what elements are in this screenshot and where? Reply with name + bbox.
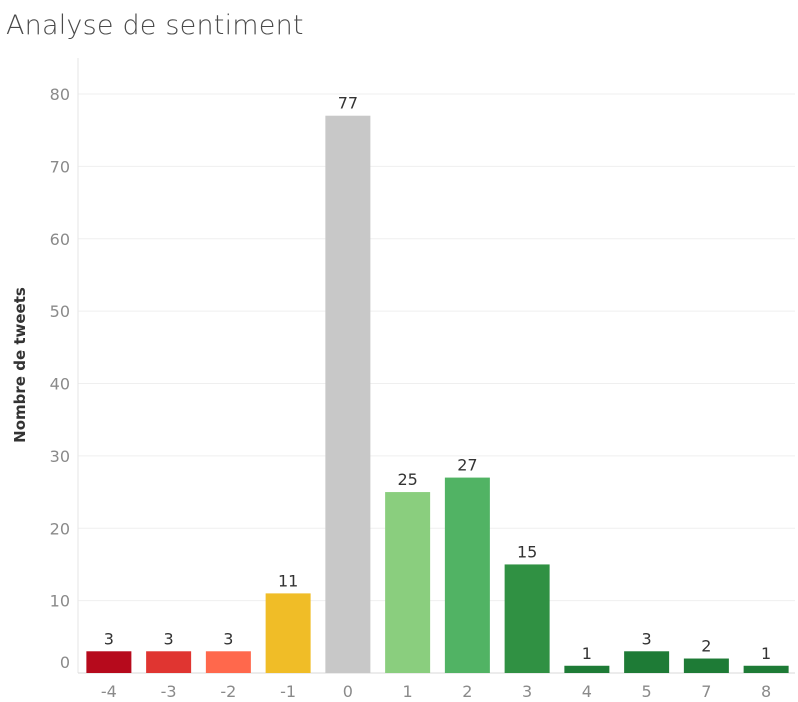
bar — [86, 651, 132, 673]
data-label: 2 — [701, 637, 711, 656]
x-tick-label: -1 — [280, 682, 296, 701]
y-tick-label: 0 — [60, 653, 70, 672]
x-tick-label: -2 — [220, 682, 236, 701]
x-tick-label: 4 — [582, 682, 592, 701]
data-labels: 3 3 3 11 77 25 27 15 1 3 2 1 — [104, 94, 771, 663]
y-tick-label: 20 — [50, 519, 70, 538]
x-tick-label: -4 — [101, 682, 117, 701]
y-tick-label: 30 — [50, 447, 70, 466]
x-tick-label: 3 — [522, 682, 532, 701]
y-tick-label: 60 — [50, 230, 70, 249]
bar — [385, 492, 431, 673]
y-tick-labels: 0 10 20 30 40 50 60 70 80 — [50, 85, 70, 672]
y-tick-label: 40 — [50, 375, 70, 394]
y-axis-label: Nombre de tweets — [11, 287, 29, 443]
data-label: 3 — [164, 629, 174, 648]
y-tick-label: 50 — [50, 302, 70, 321]
bar — [325, 115, 371, 673]
bar — [504, 564, 550, 673]
bar — [265, 593, 311, 673]
bar — [444, 477, 490, 673]
data-label: 25 — [397, 470, 417, 489]
bar — [683, 658, 729, 673]
bar — [624, 651, 670, 673]
gridlines — [78, 93, 795, 602]
y-tick-label: 10 — [50, 592, 70, 611]
y-tick-label: 80 — [50, 85, 70, 104]
bars — [86, 115, 789, 673]
data-label: 15 — [517, 542, 537, 561]
x-tick-labels: -4 -3 -2 -1 0 1 2 3 4 5 7 8 — [101, 682, 771, 701]
bar — [564, 665, 610, 673]
x-tick-label: 5 — [642, 682, 652, 701]
data-label: 3 — [223, 629, 233, 648]
data-label: 3 — [104, 629, 114, 648]
x-tick-label: 2 — [462, 682, 472, 701]
x-tick-label: -3 — [161, 682, 177, 701]
x-tick-label: 8 — [761, 682, 771, 701]
data-label: 11 — [278, 571, 298, 590]
data-label: 77 — [338, 94, 358, 113]
data-label: 27 — [457, 456, 477, 475]
bar — [205, 651, 251, 673]
y-tick-label: 70 — [50, 157, 70, 176]
x-tick-label: 7 — [701, 682, 711, 701]
data-label: 3 — [642, 629, 652, 648]
bar — [146, 651, 192, 673]
x-tick-label: 1 — [403, 682, 413, 701]
data-label: 1 — [761, 644, 771, 663]
bar — [743, 665, 789, 673]
data-label: 1 — [582, 644, 592, 663]
chart-title: Analyse de sentiment — [6, 10, 304, 41]
x-tick-label: 0 — [343, 682, 353, 701]
